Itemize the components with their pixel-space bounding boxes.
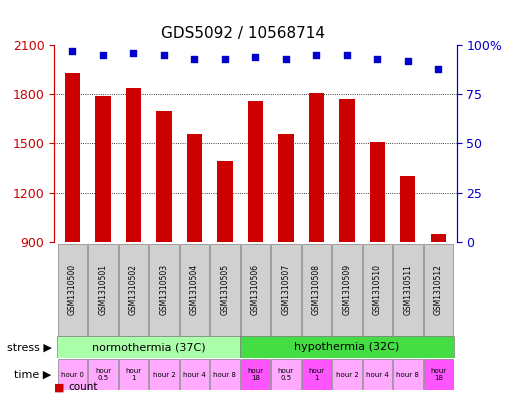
Text: GSM1310510: GSM1310510 bbox=[373, 264, 382, 315]
Bar bbox=[431, 233, 446, 242]
Bar bbox=[187, 134, 202, 242]
Point bbox=[404, 58, 412, 64]
FancyBboxPatch shape bbox=[211, 244, 239, 336]
Text: GSM1310504: GSM1310504 bbox=[190, 264, 199, 316]
Point bbox=[160, 52, 168, 58]
Text: GSM1310511: GSM1310511 bbox=[404, 264, 412, 315]
FancyBboxPatch shape bbox=[58, 244, 87, 336]
FancyBboxPatch shape bbox=[241, 359, 270, 390]
Text: hour
1: hour 1 bbox=[125, 368, 141, 381]
FancyBboxPatch shape bbox=[363, 244, 392, 336]
Text: hour
1: hour 1 bbox=[309, 368, 325, 381]
Text: GSM1310503: GSM1310503 bbox=[159, 264, 168, 316]
Text: ■: ■ bbox=[54, 382, 64, 392]
Point bbox=[251, 54, 260, 60]
Bar bbox=[278, 134, 294, 242]
Point bbox=[99, 52, 107, 58]
Point bbox=[312, 52, 320, 58]
Point bbox=[130, 50, 138, 56]
Text: GSM1310508: GSM1310508 bbox=[312, 264, 321, 315]
FancyBboxPatch shape bbox=[119, 244, 148, 336]
FancyBboxPatch shape bbox=[393, 359, 423, 390]
FancyBboxPatch shape bbox=[211, 359, 239, 390]
Text: hour
18: hour 18 bbox=[430, 368, 446, 381]
FancyBboxPatch shape bbox=[393, 244, 423, 336]
Bar bbox=[126, 88, 141, 242]
FancyBboxPatch shape bbox=[302, 244, 331, 336]
Point bbox=[68, 48, 76, 54]
Text: GSM1310501: GSM1310501 bbox=[99, 264, 107, 315]
Text: stress ▶: stress ▶ bbox=[7, 342, 52, 353]
FancyBboxPatch shape bbox=[271, 359, 300, 390]
FancyBboxPatch shape bbox=[424, 244, 453, 336]
Text: hour 0: hour 0 bbox=[61, 371, 84, 378]
Text: hour 8: hour 8 bbox=[214, 371, 236, 378]
FancyBboxPatch shape bbox=[149, 244, 179, 336]
FancyBboxPatch shape bbox=[180, 244, 209, 336]
Text: count: count bbox=[69, 382, 98, 392]
FancyBboxPatch shape bbox=[271, 244, 300, 336]
FancyBboxPatch shape bbox=[302, 359, 331, 390]
FancyBboxPatch shape bbox=[240, 336, 454, 358]
Text: GSM1310500: GSM1310500 bbox=[68, 264, 77, 316]
Text: GSM1310505: GSM1310505 bbox=[220, 264, 230, 316]
FancyBboxPatch shape bbox=[149, 359, 179, 390]
Point bbox=[282, 56, 290, 62]
Text: hour 4: hour 4 bbox=[183, 371, 206, 378]
Text: GSM1310507: GSM1310507 bbox=[281, 264, 291, 316]
FancyBboxPatch shape bbox=[88, 359, 118, 390]
Bar bbox=[65, 73, 80, 242]
FancyBboxPatch shape bbox=[57, 336, 240, 358]
FancyBboxPatch shape bbox=[363, 359, 392, 390]
Text: hour 2: hour 2 bbox=[153, 371, 175, 378]
Point bbox=[434, 66, 443, 72]
Bar bbox=[370, 142, 385, 242]
Text: hour 4: hour 4 bbox=[366, 371, 389, 378]
Bar bbox=[400, 176, 415, 242]
Text: GSM1310502: GSM1310502 bbox=[129, 264, 138, 315]
Text: hour
0.5: hour 0.5 bbox=[95, 368, 111, 381]
FancyBboxPatch shape bbox=[424, 359, 453, 390]
Text: hour 2: hour 2 bbox=[335, 371, 358, 378]
FancyBboxPatch shape bbox=[119, 359, 148, 390]
FancyBboxPatch shape bbox=[58, 359, 87, 390]
Text: hour 8: hour 8 bbox=[396, 371, 420, 378]
Bar bbox=[309, 93, 324, 242]
Text: time ▶: time ▶ bbox=[14, 369, 52, 380]
FancyBboxPatch shape bbox=[180, 359, 209, 390]
Point bbox=[190, 56, 199, 62]
Point bbox=[221, 56, 229, 62]
FancyBboxPatch shape bbox=[332, 359, 362, 390]
Bar bbox=[156, 111, 171, 242]
Bar bbox=[95, 96, 110, 242]
Bar bbox=[340, 99, 354, 242]
Text: GSM1310512: GSM1310512 bbox=[434, 264, 443, 315]
Text: GDS5092 / 10568714: GDS5092 / 10568714 bbox=[160, 26, 325, 40]
Bar bbox=[248, 101, 263, 242]
Point bbox=[373, 56, 381, 62]
Text: GSM1310506: GSM1310506 bbox=[251, 264, 260, 316]
FancyBboxPatch shape bbox=[332, 244, 362, 336]
Point bbox=[343, 52, 351, 58]
Bar bbox=[217, 162, 233, 242]
Text: normothermia (37C): normothermia (37C) bbox=[92, 342, 205, 353]
Text: hour
0.5: hour 0.5 bbox=[278, 368, 294, 381]
Text: hypothermia (32C): hypothermia (32C) bbox=[294, 342, 399, 353]
FancyBboxPatch shape bbox=[88, 244, 118, 336]
Text: hour
18: hour 18 bbox=[247, 368, 264, 381]
FancyBboxPatch shape bbox=[241, 244, 270, 336]
Text: GSM1310509: GSM1310509 bbox=[343, 264, 351, 316]
